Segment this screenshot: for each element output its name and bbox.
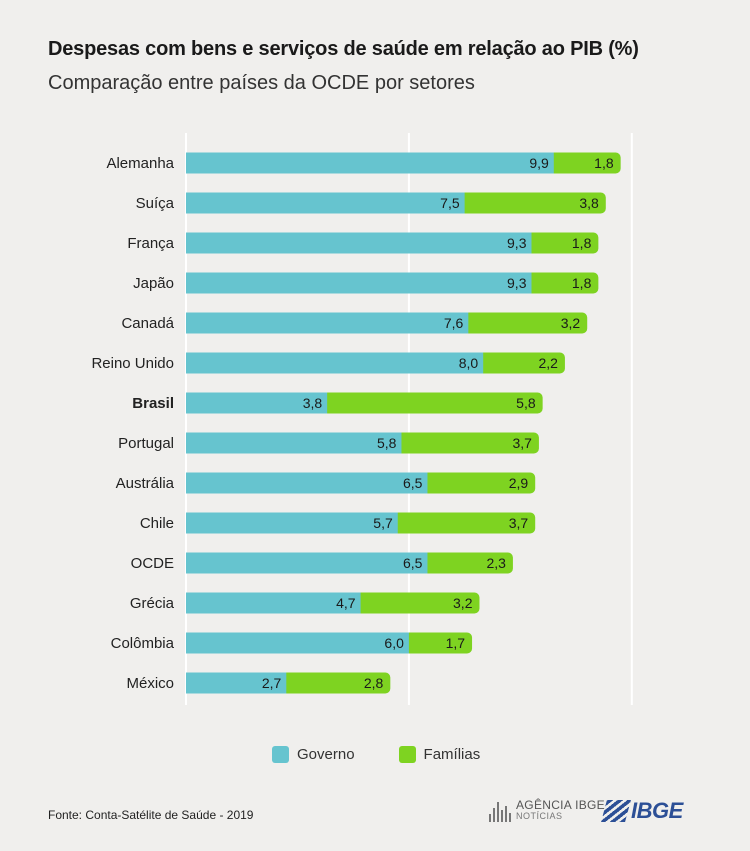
- value-label-familias: 3,7: [512, 435, 532, 451]
- bar-familias: [460, 312, 588, 334]
- category-label: Japão: [133, 275, 174, 292]
- bar-governo: [186, 632, 409, 654]
- bar-governo: [186, 232, 532, 254]
- bar-governo: [186, 192, 465, 214]
- category-label: França: [127, 235, 174, 252]
- category-label: México: [126, 675, 174, 692]
- category-label: Colômbia: [111, 635, 175, 652]
- bar-familias: [393, 432, 539, 454]
- category-label: Brasil: [132, 395, 174, 412]
- value-label-governo: 9,9: [529, 155, 549, 171]
- bar-familias: [352, 592, 480, 614]
- value-label-governo: 6,5: [403, 475, 423, 491]
- value-label-familias: 3,7: [509, 515, 529, 531]
- value-label-familias: 2,9: [509, 475, 529, 491]
- value-label-governo: 5,8: [377, 435, 397, 451]
- category-label: Reino Unido: [91, 355, 174, 372]
- value-label-familias: 3,2: [561, 315, 581, 331]
- bar-governo: [186, 672, 287, 694]
- legend-item-familias: Famílias: [398, 746, 481, 763]
- category-label: Suíça: [136, 195, 175, 212]
- chart-subtitle: Comparação entre países da OCDE por seto…: [48, 72, 475, 94]
- value-label-familias: 1,8: [594, 155, 614, 171]
- agencia-logo-text: AGÊNCIA IBGE: [516, 798, 605, 812]
- value-label-familias: 5,8: [516, 395, 536, 411]
- bar-familias: [545, 152, 621, 174]
- bar-familias: [523, 272, 599, 294]
- source-note: Fonte: Conta-Satélite de Saúde - 2019: [48, 808, 254, 822]
- bar-familias: [278, 672, 391, 694]
- agencia-ibge-logo: AGÊNCIA IBGE NOTÍCIAS: [489, 798, 605, 822]
- value-label-governo: 7,5: [440, 195, 460, 211]
- category-label: Alemanha: [106, 155, 174, 172]
- category-label: Austrália: [116, 475, 175, 492]
- value-label-governo: 6,5: [403, 555, 423, 571]
- agencia-logo-subtext: NOTÍCIAS: [516, 811, 563, 821]
- chart-legend: Governo Famílias: [272, 746, 524, 763]
- category-label: Portugal: [118, 435, 174, 452]
- bar-governo: [186, 352, 484, 374]
- bar-governo: [186, 272, 532, 294]
- value-label-governo: 9,3: [507, 235, 527, 251]
- stacked-bar-chart: Alemanha 9,9 1,8 Suíça 7,5 3,8 França 9,3 1,8 Jap…: [91, 133, 633, 705]
- value-label-familias: 2,2: [538, 355, 558, 371]
- bar-familias: [389, 512, 536, 534]
- value-label-familias: 1,7: [446, 635, 466, 651]
- value-label-governo: 5,7: [373, 515, 393, 531]
- bar-governo: [186, 592, 361, 614]
- value-label-governo: 9,3: [507, 275, 527, 291]
- bar-familias: [400, 632, 473, 654]
- bar-governo: [186, 552, 428, 574]
- value-label-governo: 4,7: [336, 595, 356, 611]
- value-label-governo: 2,7: [262, 675, 282, 691]
- bar-familias: [319, 392, 543, 414]
- bar-governo: [186, 392, 328, 414]
- bar-governo: [186, 152, 554, 174]
- bar-governo: [186, 312, 469, 334]
- legend-label-familias: Famílias: [423, 746, 481, 763]
- value-label-governo: 8,0: [459, 355, 479, 371]
- value-label-familias: 1,8: [572, 275, 592, 291]
- bar-familias: [456, 192, 606, 214]
- value-label-familias: 3,8: [579, 195, 599, 211]
- value-label-governo: 6,0: [384, 635, 404, 651]
- value-label-governo: 7,6: [444, 315, 464, 331]
- bar-governo: [186, 472, 428, 494]
- category-label: Chile: [140, 515, 174, 532]
- bar-familias: [419, 472, 536, 494]
- category-label: OCDE: [131, 555, 174, 572]
- ibge-logo: IBGE: [601, 798, 683, 824]
- bar-governo: [186, 432, 402, 454]
- chart-title: Despesas com bens e serviços de saúde em…: [48, 38, 639, 60]
- legend-swatch-familias: [398, 746, 416, 763]
- bar-familias: [523, 232, 599, 254]
- value-label-familias: 1,8: [572, 235, 592, 251]
- agencia-lines-icon: [489, 800, 511, 822]
- value-label-familias: 2,3: [486, 555, 506, 571]
- value-label-familias: 2,8: [364, 675, 384, 691]
- ibge-logo-text: IBGE: [631, 798, 683, 823]
- legend-item-governo: Governo: [272, 746, 355, 763]
- legend-swatch-governo: [272, 746, 289, 763]
- legend-label-governo: Governo: [297, 746, 355, 763]
- category-label: Canadá: [121, 315, 174, 332]
- ibge-mark-icon: [601, 800, 631, 822]
- value-label-governo: 3,8: [303, 395, 323, 411]
- bar-familias: [475, 352, 565, 374]
- value-label-familias: 3,2: [453, 595, 473, 611]
- bar-governo: [186, 512, 398, 534]
- bar-familias: [419, 552, 513, 574]
- category-label: Grécia: [130, 595, 175, 612]
